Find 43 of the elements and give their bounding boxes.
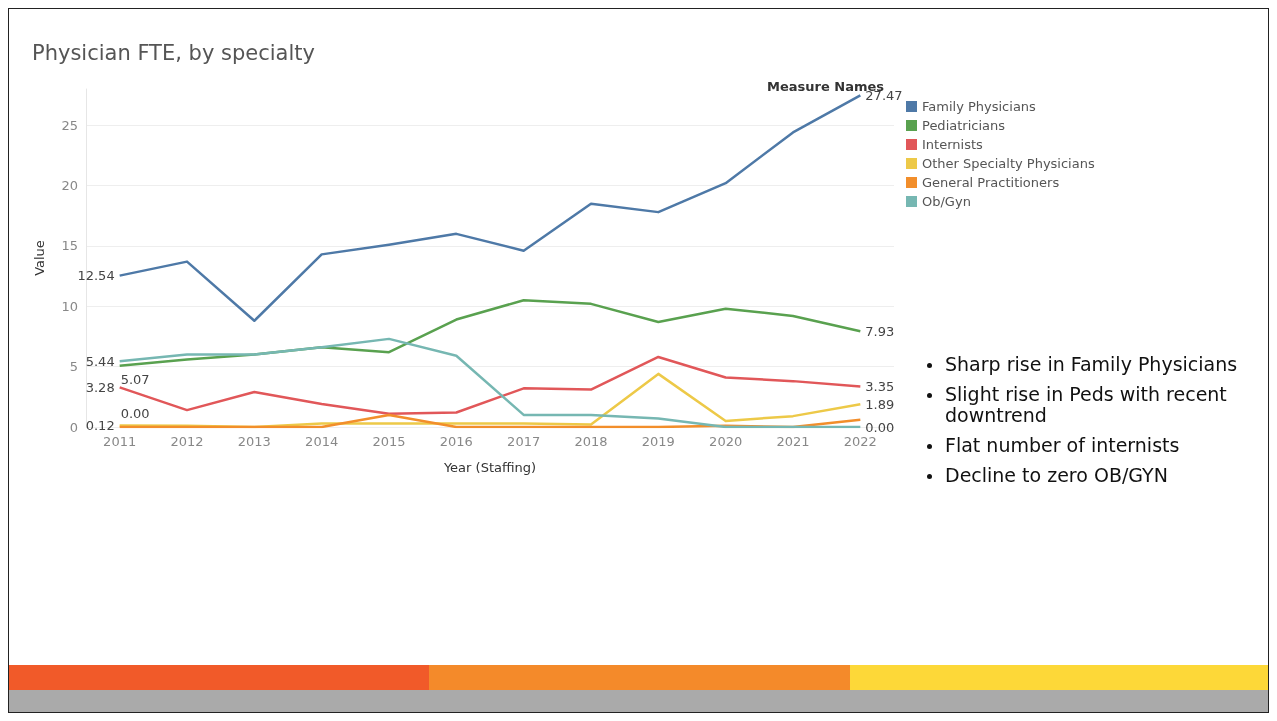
legend-label: Ob/Gyn [922, 194, 971, 209]
x-tick-label: 2012 [170, 434, 204, 449]
data-label: 0.00 [865, 419, 895, 435]
data-label: 3.35 [865, 379, 895, 395]
y-tick-label: 25 [61, 117, 78, 133]
x-tick-label: 2020 [709, 434, 743, 449]
data-label: 0.00 [120, 405, 150, 421]
data-label: 7.93 [865, 323, 895, 339]
legend-label: Other Specialty Physicians [922, 156, 1095, 171]
text: Slight rise in Peds with recent downtrend [945, 382, 1228, 426]
data-label: 1.89 [865, 396, 895, 412]
y-tick-label: 0 [69, 419, 78, 435]
text: Sharp rise in Family Physicians [945, 353, 1238, 375]
legend-label: Pediatricians [922, 118, 1006, 133]
data-label: 5.44 [85, 353, 115, 369]
x-tick-label: 2011 [103, 434, 137, 449]
data-label: 3.28 [85, 379, 115, 395]
x-tick-label: 2014 [305, 434, 339, 449]
legend-label: Family Physicians [922, 99, 1037, 114]
x-tick-label: 2013 [237, 434, 271, 449]
legend-label: Internists [922, 137, 984, 152]
text: Decline to zero OB/GYN [945, 463, 1168, 486]
chart-title: Physician FTE, by specialty [32, 40, 315, 65]
data-label: 12.54 [77, 268, 115, 284]
x-tick-label: 2016 [439, 434, 473, 449]
line-series [118, 94, 862, 323]
text: Flat number of internists [945, 433, 1180, 456]
x-tick-label: 2022 [843, 434, 877, 449]
x-tick-label: 2018 [574, 434, 608, 449]
y-tick-label: 10 [61, 298, 78, 314]
x-axis-title: Year (Staffing) [442, 460, 537, 475]
legend-label: General Practitioners [922, 175, 1060, 190]
data-label: 5.07 [120, 372, 150, 388]
x-tick-label: 2017 [507, 434, 541, 449]
y-tick-label: 15 [61, 238, 78, 254]
line-series [118, 337, 862, 429]
y-axis-title: Value [32, 240, 47, 276]
x-tick-label: 2015 [372, 434, 406, 449]
x-tick-label: 2021 [776, 434, 810, 449]
data-label: 0.12 [85, 418, 115, 434]
y-tick-label: 5 [69, 359, 78, 375]
x-tick-label: 2019 [641, 434, 675, 449]
y-tick-label: 20 [61, 178, 78, 194]
